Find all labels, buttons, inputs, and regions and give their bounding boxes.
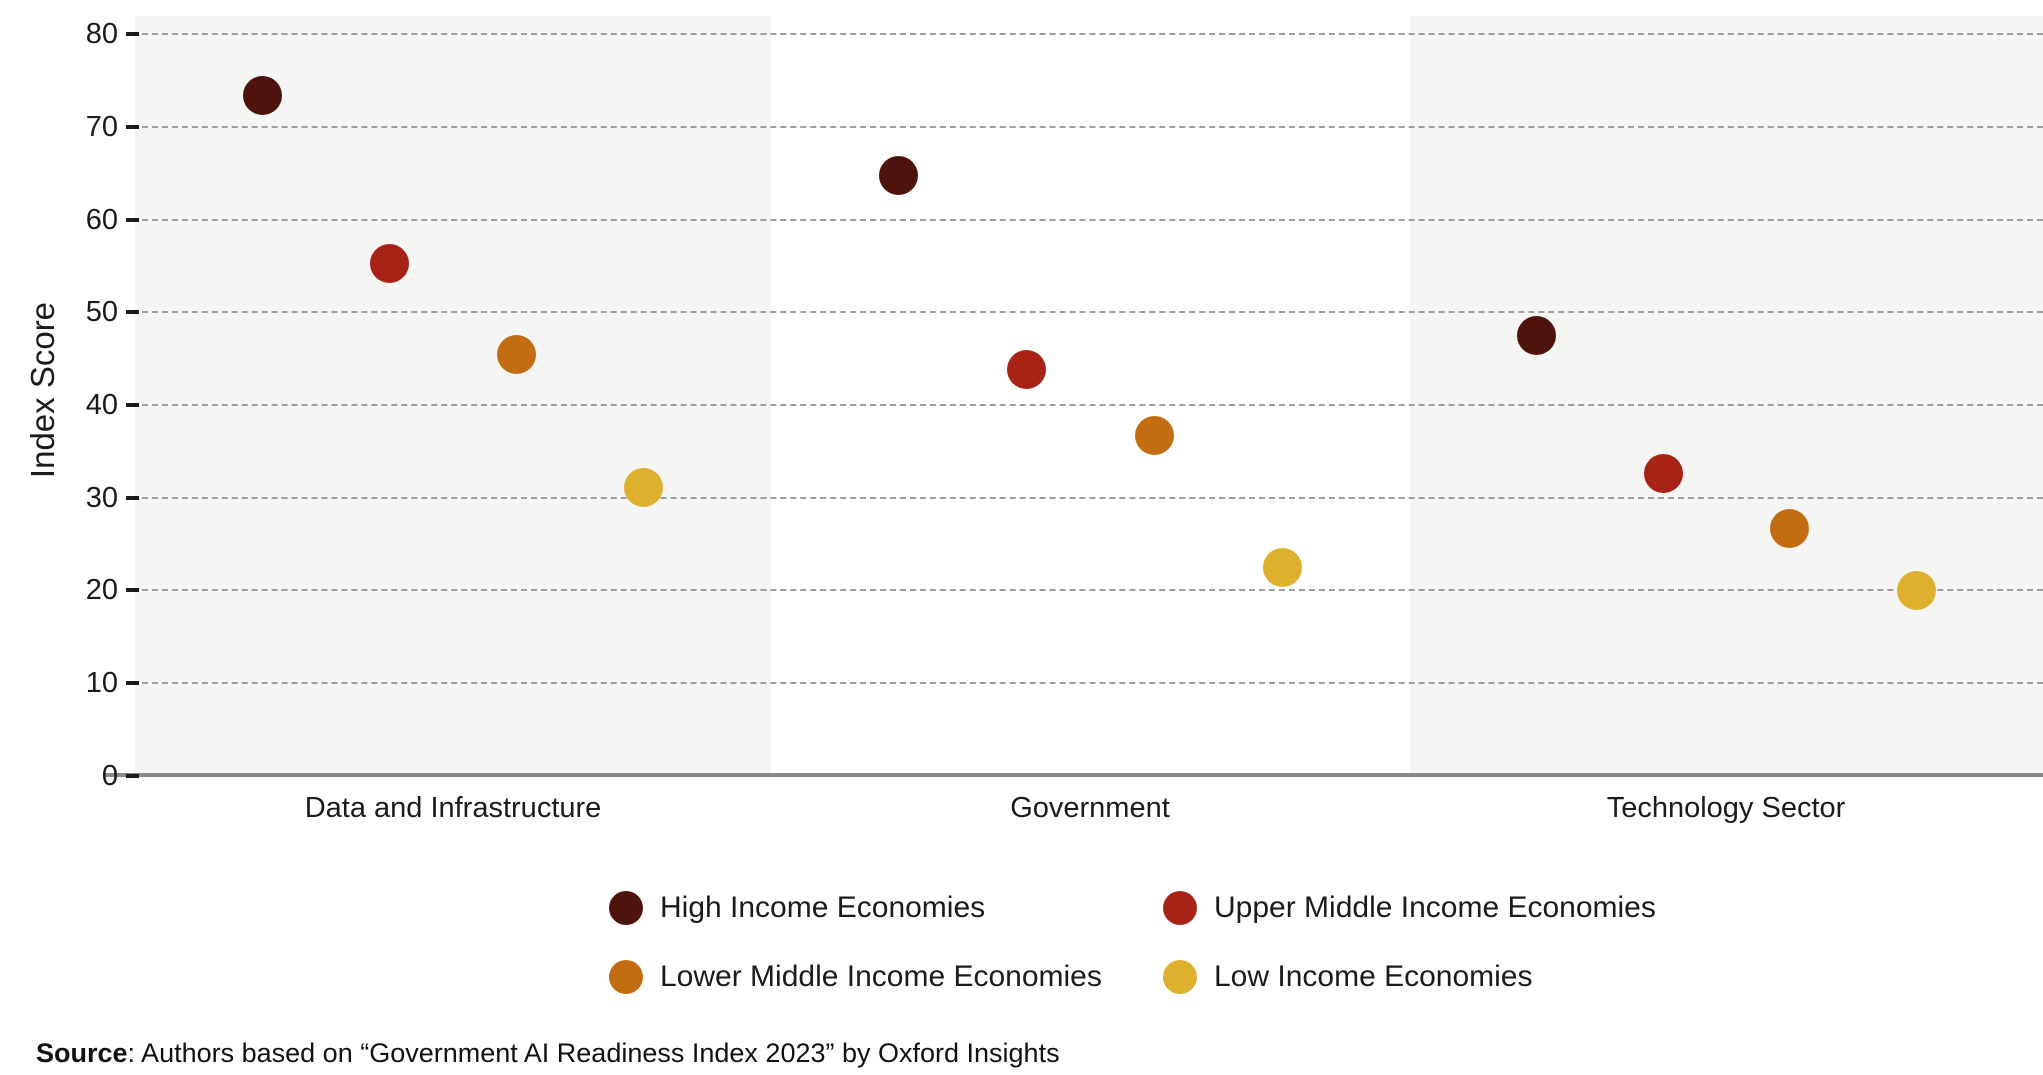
y-axis-tick bbox=[126, 680, 139, 685]
category-band bbox=[135, 16, 771, 776]
y-tick-label: 10 bbox=[85, 666, 118, 699]
y-tick-label: 20 bbox=[85, 574, 118, 607]
gridline bbox=[142, 589, 2043, 592]
category-band bbox=[771, 16, 1410, 776]
data-point bbox=[1007, 350, 1047, 390]
y-tick-label: 60 bbox=[85, 203, 118, 236]
data-point bbox=[242, 75, 282, 115]
legend-label: Lower Middle Income Economies bbox=[660, 960, 1102, 993]
gridline bbox=[142, 125, 2043, 128]
source-text: : Authors based on “Government AI Readin… bbox=[127, 1038, 1060, 1068]
legend-label: Upper Middle Income Economies bbox=[1214, 891, 1656, 924]
y-tick-label: 80 bbox=[85, 18, 118, 51]
y-tick-label: 40 bbox=[85, 388, 118, 421]
data-point bbox=[1517, 315, 1557, 355]
y-axis-tick bbox=[126, 310, 139, 315]
gridline bbox=[142, 681, 2043, 684]
data-point bbox=[1896, 570, 1936, 610]
data-point bbox=[624, 467, 664, 507]
plot-area: 0 10 20 30 40 50 60 70 80 bbox=[85, 16, 2043, 791]
x-category-label-data-infrastructure: Data and Infrastructure bbox=[304, 792, 602, 824]
y-tick-label: 0 bbox=[101, 759, 118, 792]
data-point bbox=[1770, 508, 1810, 548]
source-label: Source bbox=[36, 1038, 128, 1068]
legend-marker-lower-middle-income-icon bbox=[609, 960, 643, 994]
y-axis-tick bbox=[126, 773, 139, 778]
legend-label: High Income Economies bbox=[660, 891, 986, 924]
x-category-label-government: Government bbox=[1010, 792, 1170, 824]
source-note: Source: Authors based on “Government AI … bbox=[36, 1038, 1060, 1069]
gridline bbox=[142, 496, 2043, 499]
category-band bbox=[1410, 16, 2043, 776]
data-point bbox=[1262, 548, 1302, 588]
gridline bbox=[142, 33, 2043, 36]
y-axis-title: Index Score bbox=[24, 301, 61, 479]
y-tick-label: 50 bbox=[85, 296, 118, 329]
y-tick-label: 70 bbox=[85, 110, 118, 143]
legend-marker-upper-middle-income-icon bbox=[1163, 891, 1197, 925]
data-point bbox=[879, 155, 919, 195]
y-axis-tick bbox=[126, 124, 139, 129]
y-tick-label: 30 bbox=[85, 481, 118, 514]
gridline bbox=[142, 218, 2043, 221]
y-axis-tick bbox=[126, 217, 139, 222]
legend-marker-low-income-icon bbox=[1163, 960, 1197, 994]
legend-item-high-income: High Income Economies bbox=[609, 891, 985, 925]
x-axis-line bbox=[103, 773, 2043, 777]
legend-item-low-income: Low Income Economies bbox=[1163, 960, 1533, 994]
legend-label: Low Income Economies bbox=[1214, 960, 1533, 993]
gridline bbox=[142, 403, 2043, 406]
x-category-label-technology-sector: Technology Sector bbox=[1606, 792, 1846, 824]
data-point bbox=[497, 335, 537, 375]
y-axis-tick bbox=[126, 588, 139, 593]
y-axis-tick bbox=[126, 32, 139, 37]
data-point bbox=[1134, 415, 1174, 455]
legend-marker-high-income-icon bbox=[609, 891, 643, 925]
data-point bbox=[1643, 453, 1683, 493]
y-axis-tick bbox=[126, 402, 139, 407]
y-axis-tick bbox=[126, 495, 139, 500]
legend-item-lower-middle-income: Lower Middle Income Economies bbox=[609, 960, 1102, 994]
data-point bbox=[369, 243, 409, 283]
gridline bbox=[142, 311, 2043, 314]
legend-item-upper-middle-income: Upper Middle Income Economies bbox=[1163, 891, 1656, 925]
